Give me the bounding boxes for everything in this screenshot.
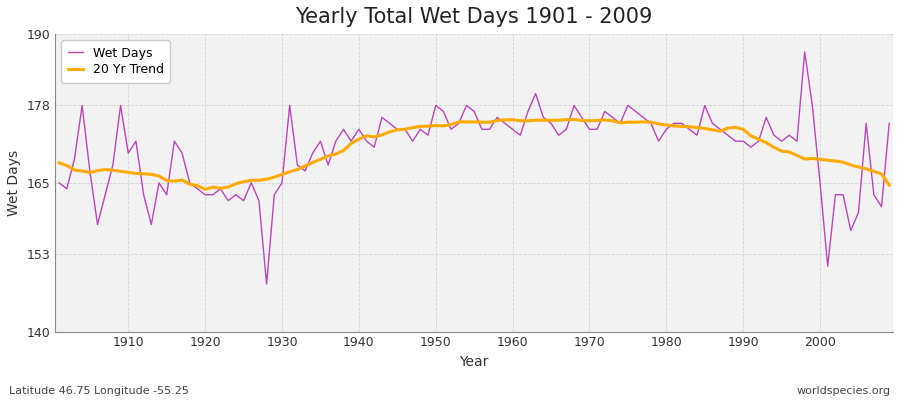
Wet Days <box>261 282 272 286</box>
Wet Days <box>799 50 810 54</box>
Wet Days <box>292 162 302 167</box>
20 Yr Trend <box>54 160 65 165</box>
Line: Wet Days: Wet Days <box>59 52 889 284</box>
X-axis label: Year: Year <box>460 355 489 369</box>
Text: worldspecies.org: worldspecies.org <box>796 386 891 396</box>
20 Yr Trend <box>200 187 211 192</box>
20 Yr Trend <box>884 183 895 188</box>
20 Yr Trend <box>115 169 126 174</box>
Wet Days <box>515 133 526 138</box>
20 Yr Trend <box>515 118 526 123</box>
Wet Days <box>115 103 126 108</box>
Wet Days <box>884 121 895 126</box>
20 Yr Trend <box>508 117 518 122</box>
Title: Yearly Total Wet Days 1901 - 2009: Yearly Total Wet Days 1901 - 2009 <box>295 7 652 27</box>
Wet Days <box>54 180 65 185</box>
Wet Days <box>338 127 349 132</box>
Wet Days <box>508 127 518 132</box>
20 Yr Trend <box>615 120 626 125</box>
Text: Latitude 46.75 Longitude -55.25: Latitude 46.75 Longitude -55.25 <box>9 386 189 396</box>
20 Yr Trend <box>338 148 349 153</box>
Line: 20 Yr Trend: 20 Yr Trend <box>59 119 889 189</box>
20 Yr Trend <box>292 167 302 172</box>
Wet Days <box>608 115 618 120</box>
Y-axis label: Wet Days: Wet Days <box>7 150 21 216</box>
20 Yr Trend <box>569 117 580 122</box>
Legend: Wet Days, 20 Yr Trend: Wet Days, 20 Yr Trend <box>61 40 170 82</box>
